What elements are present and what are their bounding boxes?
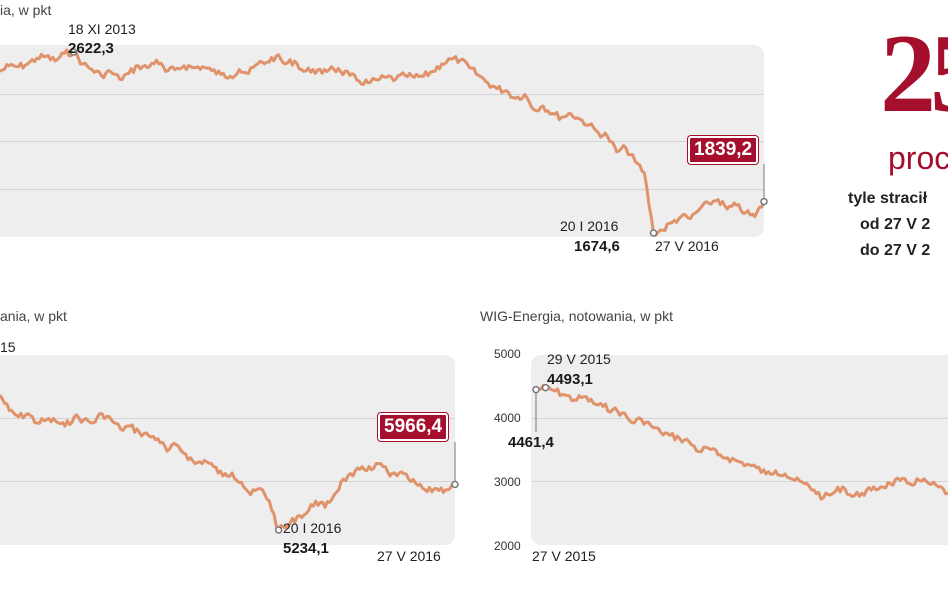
chart-1-gridline bbox=[0, 141, 764, 142]
chart-1-subtitle: ia, w pkt bbox=[0, 2, 52, 18]
chart-3-y-tick: 3000 bbox=[494, 475, 521, 489]
chart-3-max-marker bbox=[541, 383, 550, 392]
chart-1-end-date: 27 V 2016 bbox=[655, 238, 719, 254]
chart-2-plot-area bbox=[0, 355, 455, 545]
headline-caption-line-3: do 27 V 2 bbox=[860, 242, 931, 259]
chart-3-gridline bbox=[531, 418, 948, 419]
chart-3-y-tick: 5000 bbox=[494, 347, 521, 361]
chart-2-min-marker bbox=[274, 526, 283, 534]
headline-caption-line-1: tyle stracił bbox=[848, 190, 928, 207]
headline-number: 25 bbox=[880, 12, 948, 136]
chart-3-start-value: 4461,4 bbox=[508, 434, 554, 451]
chart-2-gridline bbox=[0, 481, 455, 482]
chart-1-max-marker bbox=[69, 48, 78, 56]
chart-3-gridline bbox=[531, 481, 948, 482]
chart-1-series-line bbox=[0, 48, 766, 237]
chart-1-min-value: 1674,6 bbox=[574, 238, 620, 255]
headline-unit: proc bbox=[888, 140, 948, 176]
chart-3-plot-area bbox=[531, 355, 948, 545]
chart-3-max-date: 29 V 2015 bbox=[547, 351, 611, 367]
chart-2-subtitle: ania, w pkt bbox=[0, 308, 67, 324]
chart-2-series-line bbox=[0, 394, 456, 532]
chart-3-start-date: 27 V 2015 bbox=[532, 548, 596, 564]
chart-2-end-marker bbox=[451, 480, 459, 489]
chart-3-series-line bbox=[535, 383, 948, 501]
chart-2-min-date: 20 I 2016 bbox=[283, 520, 342, 536]
chart-1-max-date: 18 XI 2013 bbox=[68, 21, 136, 37]
chart-1-end-value-callout: 1839,2 bbox=[688, 136, 759, 164]
chart-1-end-marker bbox=[760, 197, 768, 206]
chart-3-subtitle: WIG-Energia, notowania, w pkt bbox=[480, 308, 673, 324]
chart-2-min-value: 5234,1 bbox=[283, 540, 329, 557]
headline-caption-line-2: od 27 V 2 bbox=[860, 216, 931, 233]
chart-1-min-marker bbox=[649, 229, 658, 237]
chart-1-max-value: 2622,3 bbox=[68, 40, 114, 57]
chart-2-end-value-callout: 5966,4 bbox=[378, 413, 449, 441]
chart-1-gridline bbox=[0, 94, 764, 95]
chart-3-start-marker bbox=[532, 385, 540, 394]
chart-3-max-value: 4493,1 bbox=[547, 371, 593, 388]
chart-3-y-tick: 4000 bbox=[494, 411, 521, 425]
chart-3-y-tick: 2000 bbox=[494, 539, 521, 553]
chart-2-end-date: 27 V 2016 bbox=[377, 548, 441, 564]
chart-2-partial-date: 15 bbox=[0, 339, 16, 355]
chart-2-gridline bbox=[0, 418, 455, 419]
chart-1-min-date: 20 I 2016 bbox=[560, 218, 619, 234]
chart-1-gridline bbox=[0, 189, 764, 190]
